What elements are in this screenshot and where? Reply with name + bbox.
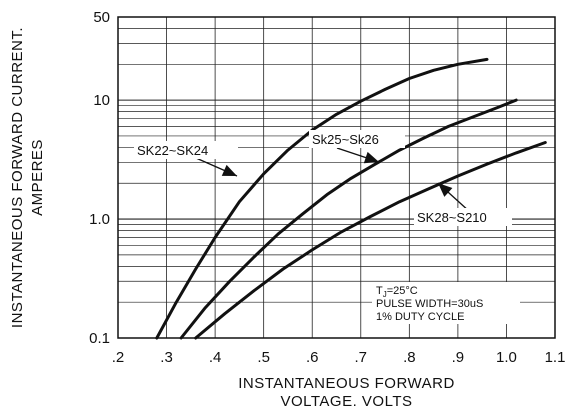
x-tick-label: .6 <box>306 349 319 366</box>
x-tick-label: 1.1 <box>545 349 566 366</box>
x-axis-title-line-1: INSTANTANEOUS FORWARD <box>238 375 455 392</box>
x-tick-label: .9 <box>452 349 465 366</box>
x-tick-label: .3 <box>160 349 173 366</box>
y-axis-title-line-2: AMPERES <box>29 139 46 216</box>
x-tick-label: .4 <box>209 349 222 366</box>
series-label-sk28-s210: SK28~S210 <box>417 210 487 225</box>
conditions-pulse-width: PULSE WIDTH=30uS <box>376 298 483 310</box>
y-axis-title-line-1: INSTANTANEOUS FORWARD CURRENT. <box>9 27 26 328</box>
x-tick-label: 1.0 <box>496 349 517 366</box>
callout-arrows <box>195 147 471 213</box>
y-tick-label: 1.0 <box>89 211 110 228</box>
y-tick-label: 0.1 <box>89 330 110 347</box>
conditions-temperature: TJ=25°C <box>376 285 418 299</box>
plot-frame <box>117 16 556 339</box>
y-tick-label: 10 <box>93 92 110 109</box>
series-label-bg-sk22 <box>134 141 238 159</box>
series-curve-1 <box>179 98 518 340</box>
arrow-sk28-head <box>438 183 453 197</box>
series-label-sk25-sk26: Sk25~Sk26 <box>312 132 379 147</box>
x-tick-labels: .2 .3 .4 .5 .6 .7 .8 .9 1.0 1.1 <box>112 349 566 366</box>
conditions-duty-cycle: 1% DUTY CYCLE <box>376 311 464 323</box>
x-tick-label: .7 <box>355 349 368 366</box>
arrow-sk25-head <box>363 151 379 164</box>
x-tick-label: .8 <box>403 349 416 366</box>
x-axis-title-line-2: VOLTAGE. VOLTS <box>280 393 412 410</box>
y-tick-labels: 0.1 1.0 10 50 <box>89 9 110 347</box>
series-label-sk22-sk24: SK22~SK24 <box>137 143 208 158</box>
conditions-note-bg <box>372 282 520 324</box>
series-label-bg-sk28 <box>414 208 512 226</box>
arrow-sk22-head <box>221 164 237 176</box>
x-tick-label: .2 <box>112 349 125 366</box>
series-curve-2 <box>194 141 547 340</box>
y-tick-label: 50 <box>93 9 110 26</box>
x-tick-label: .5 <box>257 349 270 366</box>
series-label-bg-sk25 <box>309 130 405 148</box>
